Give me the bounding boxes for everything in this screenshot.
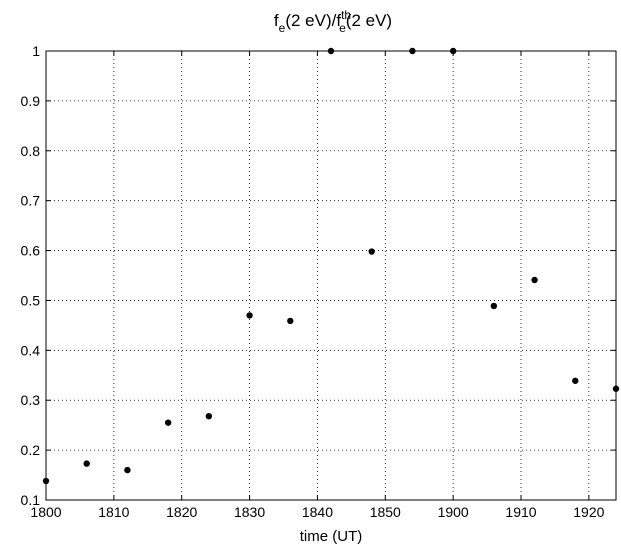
x-tick-label: 1810	[98, 504, 129, 520]
y-tick-label: 1	[32, 43, 40, 59]
data-point	[124, 467, 130, 473]
data-point	[409, 48, 415, 54]
data-point	[287, 318, 293, 324]
data-point	[165, 419, 171, 425]
x-tick-label: 1900	[438, 504, 469, 520]
data-points	[43, 48, 619, 484]
data-point	[531, 277, 537, 283]
x-tick-label: 1840	[302, 504, 333, 520]
title-arg2: (2 eV)	[346, 11, 392, 30]
y-tick-label: 0.6	[21, 243, 41, 259]
data-point	[369, 248, 375, 254]
y-tick-label: 0.1	[21, 492, 41, 508]
y-tick-label: 0.2	[21, 442, 41, 458]
y-tick-label: 0.5	[21, 292, 41, 308]
x-tick-label: 1910	[505, 504, 536, 520]
x-axis-label: time (UT)	[300, 528, 363, 545]
plot-frame	[46, 51, 616, 500]
data-point	[613, 386, 619, 392]
y-tick-label: 0.8	[21, 143, 41, 159]
data-point	[246, 312, 252, 318]
data-point	[572, 378, 578, 384]
data-point	[206, 413, 212, 419]
data-point	[84, 460, 90, 466]
data-point	[328, 48, 334, 54]
x-tick-label: 1920	[573, 504, 604, 520]
data-point	[450, 48, 456, 54]
grid-lines	[46, 51, 616, 500]
y-tick-label: 0.3	[21, 392, 41, 408]
data-point	[491, 303, 497, 309]
x-tick-label: 1830	[234, 504, 265, 520]
axis-ticks: 1800 1810 1820 1830 1840 1850 1900 1910 19200.10…	[21, 43, 616, 520]
chart-title: fe(2 eV)/fth e(2 eV)	[274, 8, 392, 35]
y-tick-label: 0.7	[21, 193, 41, 209]
x-tick-label: 1850	[370, 504, 401, 520]
title-arg: (2 eV)/f	[285, 11, 341, 30]
x-tick-label: 1820	[166, 504, 197, 520]
y-tick-label: 0.4	[21, 342, 41, 358]
data-point	[43, 478, 49, 484]
y-tick-label: 0.9	[21, 93, 41, 109]
